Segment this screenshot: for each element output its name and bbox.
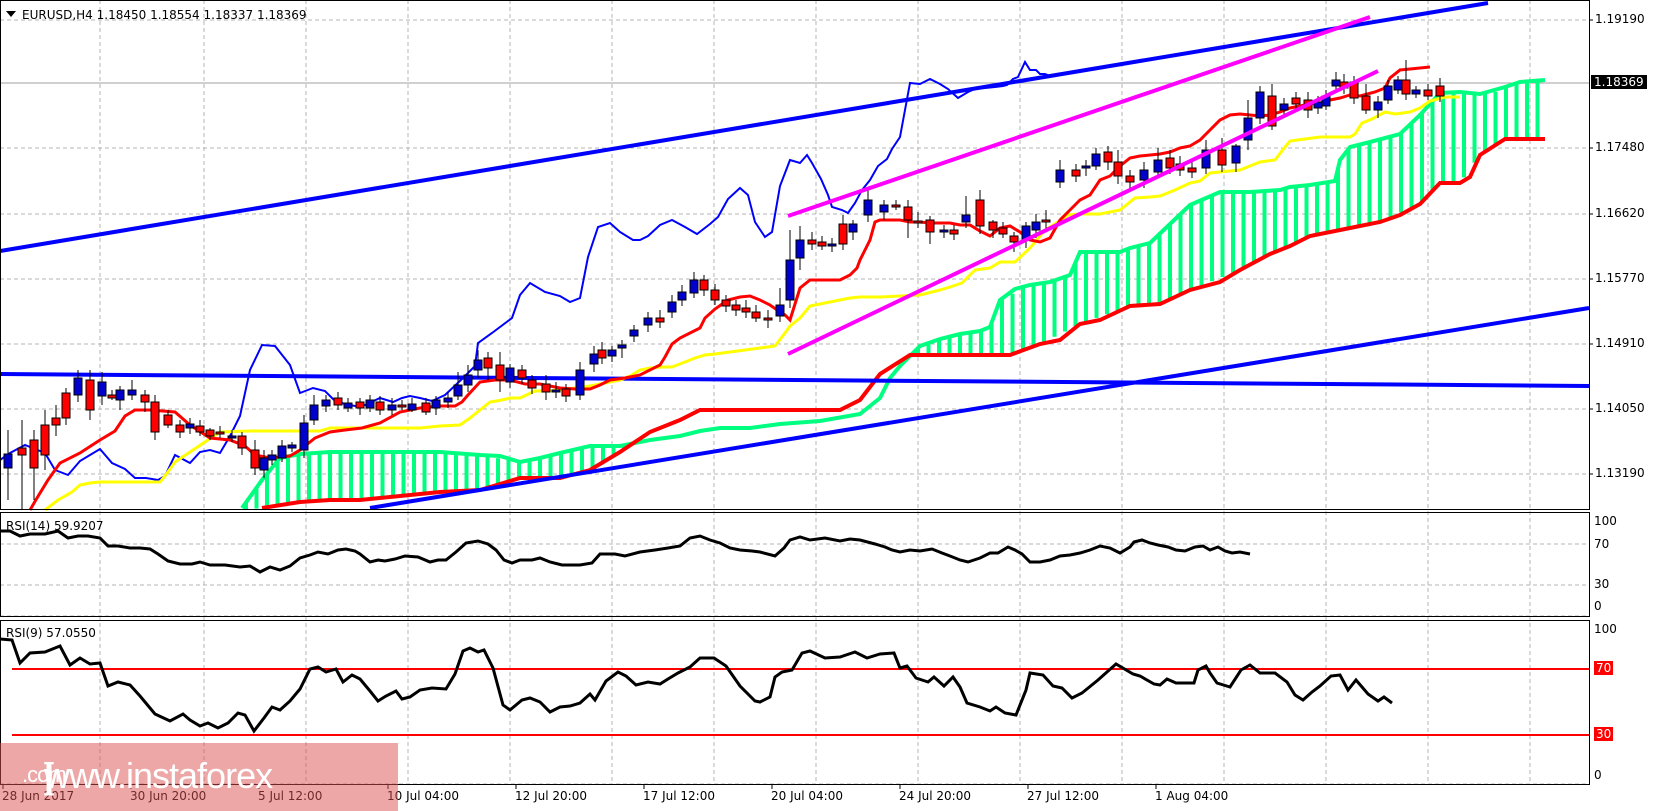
rsi9-label: RSI(9) 57.0550 (6, 626, 96, 640)
watermark-bracket: [ (44, 755, 54, 796)
time-tick: 17 Jul 12:00 (643, 789, 715, 803)
rsi9-tick-0: 0 (1594, 768, 1602, 782)
ichimoku-kijun (44, 95, 1460, 512)
time-tick: 27 Jul 12:00 (1027, 789, 1099, 803)
rsi9-line (0, 637, 1393, 734)
rsi14-label: RSI(14) 59.9207 (6, 519, 104, 533)
rsi14-line (0, 529, 1251, 574)
candlesticks (3, 60, 1445, 510)
price-tick: 1.14910 (1595, 336, 1645, 350)
watermark-bracket: ] (44, 755, 54, 796)
rsi9-level-30: 30 (1594, 727, 1614, 741)
rsi14-tick-100: 100 (1594, 514, 1617, 528)
symbol-ohlc: EURUSD,H4 1.18450 1.18554 1.18337 1.1836… (22, 8, 307, 22)
chart-title[interactable]: EURUSD,H4 1.18450 1.18554 1.18337 1.1836… (6, 8, 307, 22)
price-tick: 1.15770 (1595, 271, 1645, 285)
panel-borders (0, 0, 1590, 785)
price-tick: 1.16620 (1595, 206, 1645, 220)
time-tick: 24 Jul 20:00 (899, 789, 971, 803)
channel-magenta (787, 15, 1379, 356)
time-tick: 10 Jul 04:00 (387, 789, 459, 803)
instaforex-watermark: [ www.instaforex .com ] (0, 743, 398, 811)
rsi9-level-70: 70 (1594, 661, 1614, 675)
rsi14-tick-0: 0 (1594, 599, 1602, 613)
trendlines-blue (0, 1, 1590, 510)
ichimoku-chikou (0, 59, 1051, 482)
rsi-level-lines (12, 668, 1589, 736)
watermark-text: www.instaforex (44, 755, 273, 796)
current-price-label: 1.18369 (1591, 75, 1647, 89)
ichimoku-kumo (240, 78, 1546, 510)
rsi14-tick-70: 70 (1594, 537, 1610, 551)
price-tick: 1.19190 (1595, 12, 1645, 26)
dropdown-triangle-icon[interactable] (6, 11, 16, 17)
price-tick: 1.13190 (1595, 466, 1645, 480)
price-tick: 1.17480 (1595, 140, 1645, 154)
time-tick: 12 Jul 20:00 (515, 789, 587, 803)
rsi9-tick-100: 100 (1594, 622, 1617, 636)
rsi14-tick-30: 30 (1594, 577, 1610, 591)
time-tick: 20 Jul 04:00 (771, 789, 843, 803)
ichimoku-tenkan (28, 65, 1431, 511)
time-tick: 1 Aug 04:00 (1155, 789, 1229, 803)
price-tick: 1.14050 (1595, 401, 1645, 415)
watermark-suffix: .com (22, 762, 67, 787)
